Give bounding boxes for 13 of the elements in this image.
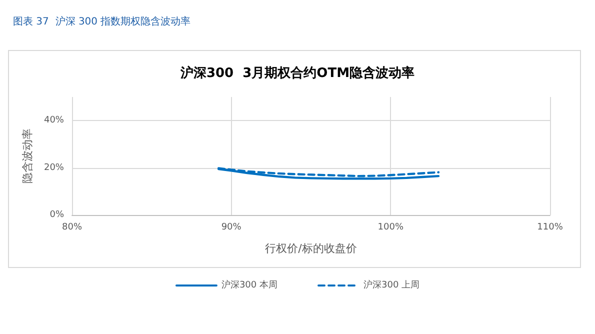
y-tick-label: 40% (44, 116, 64, 126)
y-tick-label: 0% (50, 210, 64, 220)
legend-label: 沪深300 本周 (221, 280, 278, 290)
x-tick-label: 90% (221, 222, 242, 232)
x-tick-label: 80% (62, 222, 82, 232)
x-tick-label: 100% (378, 222, 404, 232)
x-tick-label: 110% (537, 222, 564, 232)
y-axis-title: 隐含波动率 (21, 128, 34, 184)
chart-subtitle: 沪深300 3月期权合约OTM隐含波动率 (179, 65, 415, 81)
y-tick-label: 20% (44, 162, 64, 173)
chart-title: 图表 37 沪深 300 指数期权隐含波动率 (13, 16, 191, 28)
x-axis-title: 行权价/标的收盘价 (265, 242, 357, 255)
legend-label: 沪深300 上周 (364, 280, 420, 290)
